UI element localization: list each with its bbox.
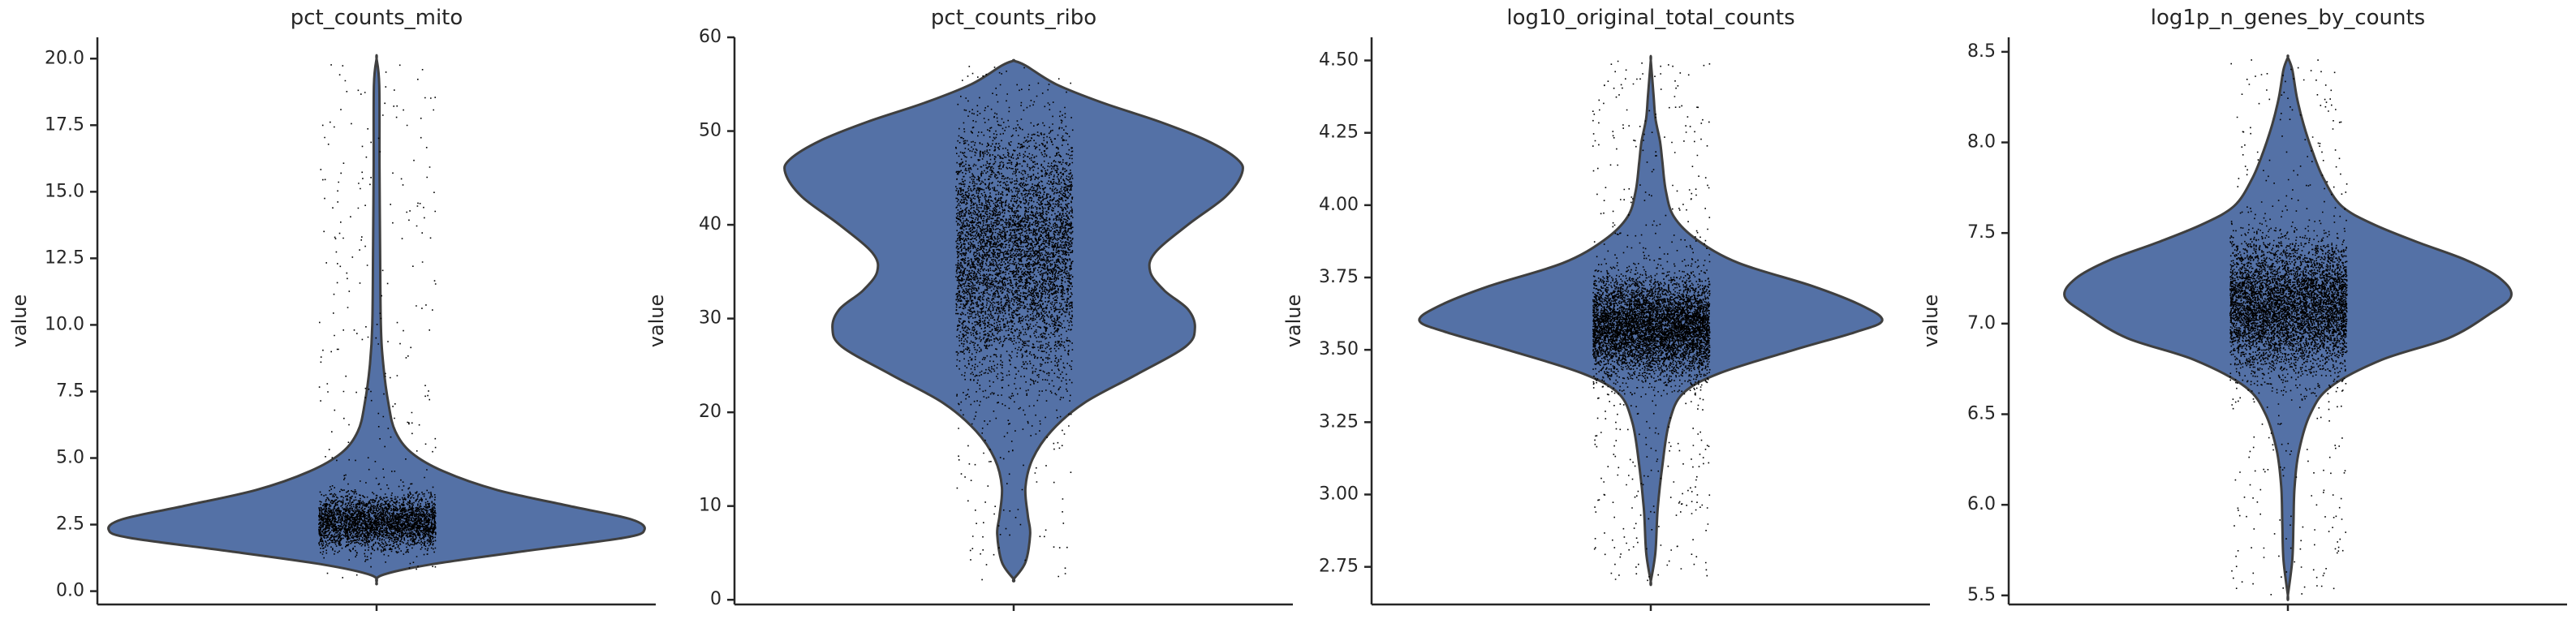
y-axis-label: value bbox=[1919, 295, 1942, 348]
y-tick-label: 40 bbox=[699, 214, 722, 234]
y-tick-label: 20.0 bbox=[45, 48, 84, 68]
y-tick-label: 7.0 bbox=[1967, 313, 1996, 333]
y-tick-label: 5.5 bbox=[1967, 585, 1996, 605]
y-tick-label: 17.5 bbox=[45, 114, 84, 135]
violin-body bbox=[783, 58, 1244, 583]
y-tick-label: 50 bbox=[699, 121, 722, 141]
data-points bbox=[2229, 59, 2348, 596]
y-tick-label: 6.5 bbox=[1967, 404, 1996, 424]
panel-title: pct_counts_ribo bbox=[931, 6, 1096, 30]
y-axis-label: value bbox=[8, 295, 31, 348]
y-tick-label: 15.0 bbox=[45, 181, 84, 201]
panel-title: pct_counts_mito bbox=[291, 6, 463, 30]
y-tick-label: 60 bbox=[699, 27, 722, 47]
y-tick-label: 3.00 bbox=[1319, 484, 1359, 504]
panel-2: 0 10 20 30 40 50 60 value pct_counts_ribo bbox=[645, 6, 1293, 611]
y-tick-label: 7.5 bbox=[1967, 222, 1996, 243]
y-tick-label: 8.0 bbox=[1967, 132, 1996, 153]
y-tick-label: 3.50 bbox=[1319, 339, 1359, 359]
y-tick-label: 5.0 bbox=[56, 448, 84, 468]
violin-body bbox=[107, 54, 646, 586]
panel-title: log1p_n_genes_by_counts bbox=[2151, 6, 2425, 30]
panel-title: log10_original_total_counts bbox=[1506, 6, 1794, 30]
y-tick-label: 0.0 bbox=[56, 581, 84, 601]
y-axis-label: value bbox=[645, 295, 668, 348]
y-tick-label: 30 bbox=[699, 308, 722, 329]
panel-4: 5.5 6.0 6.5 7.0 7.5 8.0 8.5 value log1p_n_genes_… bbox=[1919, 6, 2567, 611]
y-tick-label: 10.0 bbox=[45, 314, 84, 334]
panel-1: 0.0 2.5 5.0 7.5 10.0 12.5 15.0 17.5 20.0 value pct… bbox=[8, 6, 656, 611]
y-tick-label: 2.75 bbox=[1319, 557, 1359, 577]
data-points bbox=[1592, 60, 1711, 582]
y-tick-label: 3.25 bbox=[1319, 411, 1359, 432]
y-tick-label: 4.00 bbox=[1319, 195, 1359, 215]
y-tick-label: 6.0 bbox=[1967, 494, 1996, 514]
data-points bbox=[955, 66, 1074, 581]
violin-body bbox=[2063, 54, 2513, 601]
y-tick-label: 8.5 bbox=[1967, 41, 1996, 62]
y-tick-label: 12.5 bbox=[45, 247, 84, 268]
y-tick-label: 20 bbox=[699, 402, 722, 422]
y-tick-label: 2.5 bbox=[56, 514, 84, 535]
y-tick-label: 10 bbox=[699, 496, 722, 516]
y-tick-label: 0 bbox=[710, 589, 722, 609]
y-tick-label: 4.50 bbox=[1319, 50, 1359, 71]
y-tick-label: 7.5 bbox=[56, 381, 84, 401]
panel-3: 2.75 3.00 3.25 3.50 3.75 4.00 4.25 4.50 value log… bbox=[1282, 6, 1930, 611]
y-tick-label: 3.75 bbox=[1319, 267, 1359, 287]
y-axis-label: value bbox=[1282, 295, 1305, 348]
data-points bbox=[318, 64, 437, 579]
y-tick-label: 4.25 bbox=[1319, 123, 1359, 143]
